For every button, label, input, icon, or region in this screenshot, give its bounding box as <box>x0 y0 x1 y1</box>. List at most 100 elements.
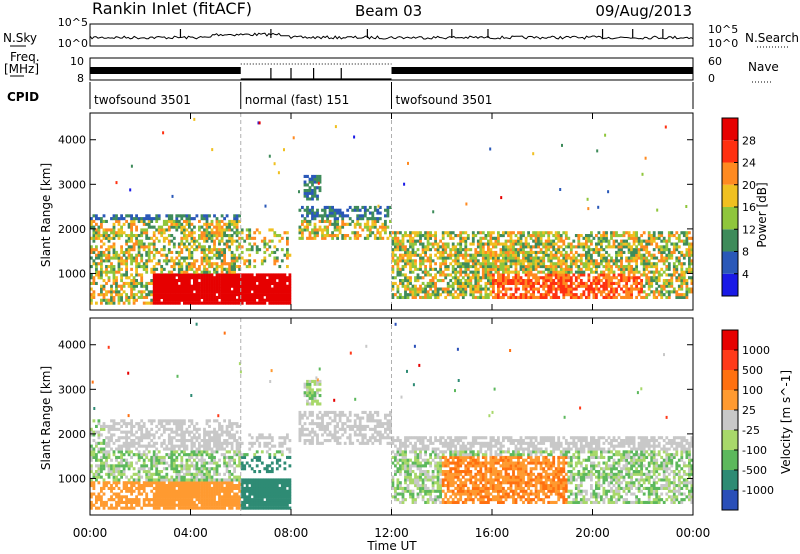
velocity-cell <box>125 447 128 451</box>
power-cell <box>391 293 395 297</box>
power-cell <box>213 239 216 243</box>
power-cell <box>547 234 551 238</box>
velocity-cell <box>152 478 156 482</box>
velocity-cell <box>125 475 128 479</box>
power-cell <box>446 284 450 288</box>
power-cell <box>167 301 171 305</box>
power-cell <box>489 276 493 280</box>
power-cell <box>665 242 669 246</box>
power-cell <box>672 234 676 238</box>
power-cell <box>190 298 194 302</box>
velocity-cell <box>147 436 151 440</box>
power-cell <box>411 259 415 263</box>
power-cell <box>481 236 485 240</box>
power-cell <box>595 248 598 252</box>
power-cell <box>233 281 236 285</box>
velocity-cell <box>100 498 103 502</box>
power-cell <box>474 262 478 266</box>
power-cell <box>562 262 566 266</box>
power-cell <box>193 225 196 229</box>
velocity-cell <box>90 478 93 482</box>
power-cell <box>557 276 561 280</box>
power-cell <box>157 225 161 229</box>
velocity-cell <box>105 481 108 485</box>
power-cell <box>97 256 101 260</box>
power-cell <box>444 250 448 254</box>
power-cell <box>672 242 676 246</box>
power-cell <box>426 245 430 249</box>
power-cell <box>466 284 470 288</box>
power-cell <box>597 248 601 252</box>
power-cell <box>574 245 578 249</box>
power-cell <box>469 259 473 263</box>
power-cell <box>602 248 606 252</box>
power-cell <box>253 281 257 285</box>
power-cell <box>396 256 400 260</box>
power-cell <box>366 208 370 212</box>
power-cell <box>657 234 661 238</box>
power-cell <box>407 161 409 165</box>
velocity-cell <box>162 441 166 445</box>
power-cell <box>416 267 420 271</box>
power-cell <box>92 214 96 218</box>
power-cell <box>311 177 314 181</box>
power-cell <box>509 295 513 299</box>
power-cell <box>532 259 535 263</box>
power-cell <box>517 242 520 246</box>
velocity-cell <box>117 486 121 490</box>
power-cell <box>193 295 196 299</box>
power-cell <box>283 279 287 283</box>
power-cell <box>537 262 540 266</box>
power-cell <box>466 248 470 252</box>
velocity-cell <box>170 444 174 448</box>
power-cell <box>481 262 485 266</box>
power-cell <box>542 270 546 274</box>
velocity-cell <box>210 495 214 499</box>
power-cell <box>180 228 184 232</box>
power-cell <box>260 262 264 266</box>
power-cell <box>416 276 420 280</box>
power-cell <box>446 265 450 269</box>
power-cell <box>617 273 621 277</box>
velocity-cell <box>110 427 113 431</box>
velocity-cell <box>183 478 186 482</box>
power-cell <box>682 231 686 235</box>
velocity-cell <box>165 495 169 499</box>
power-cell <box>527 250 530 254</box>
power-cell <box>213 301 216 305</box>
power-cell <box>223 259 226 263</box>
velocity-cell <box>167 484 171 488</box>
power-cell <box>617 281 621 285</box>
velocity-cell <box>193 458 196 462</box>
velocity-cell <box>92 503 96 507</box>
power-cell <box>489 267 493 271</box>
power-cell <box>235 234 239 238</box>
power-cell <box>394 234 397 238</box>
power-cell <box>600 256 603 260</box>
power-cell <box>308 180 312 184</box>
power-cell <box>585 284 588 288</box>
velocity-cell <box>145 447 149 451</box>
power-cell <box>414 295 417 299</box>
power-cell <box>120 245 123 249</box>
power-cell <box>657 293 661 297</box>
power-cell <box>183 214 186 218</box>
power-cell <box>690 242 694 246</box>
power-cell <box>205 301 209 305</box>
power-cell <box>670 281 674 285</box>
power-cell <box>454 259 458 263</box>
power-cell <box>524 281 528 285</box>
power-cell <box>585 250 588 254</box>
power-cell <box>152 248 156 252</box>
power-cell <box>135 242 138 246</box>
velocity-cell <box>100 500 103 504</box>
power-cell <box>401 273 405 277</box>
power-cell <box>177 253 181 257</box>
power-cell <box>456 295 460 299</box>
power-cell <box>504 239 508 243</box>
power-cell <box>406 250 410 254</box>
power-cell <box>507 231 510 235</box>
power-cell <box>549 256 553 260</box>
power-cell <box>147 242 151 246</box>
power-cell <box>183 279 186 283</box>
